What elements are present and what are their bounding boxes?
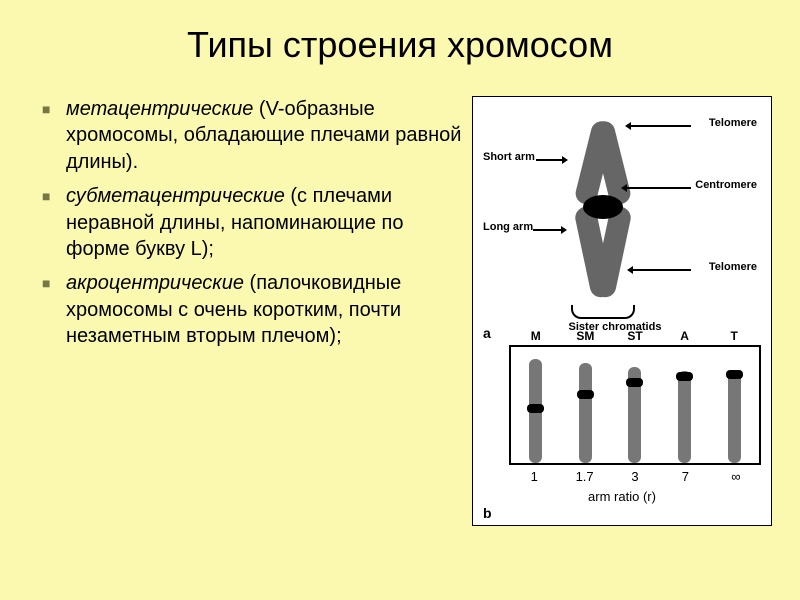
type-code: A	[660, 329, 710, 343]
axis-label: arm ratio (r)	[473, 489, 771, 504]
arrow-icon	[627, 187, 691, 189]
type-bar	[728, 373, 741, 463]
centromere-mark	[527, 404, 544, 413]
type-chart: M SM ST A T	[473, 337, 771, 527]
centromere-mark	[577, 390, 594, 399]
type-bar	[579, 363, 592, 463]
brace-icon	[571, 305, 635, 319]
type-cell: A	[660, 347, 710, 463]
ratio-row: 1 1.7 3 7 ∞	[509, 469, 761, 484]
arrow-icon	[536, 159, 562, 161]
type-cell: M	[511, 347, 561, 463]
arrow-icon	[633, 269, 691, 271]
ratio-value: 1.7	[559, 469, 609, 484]
type-code: T	[709, 329, 759, 343]
label-telomere-bottom: Telomere	[709, 261, 757, 273]
term: метацентрические	[66, 98, 253, 120]
label-short-arm: Short arm	[483, 151, 535, 163]
label-telomere-top: Telomere	[709, 117, 757, 129]
type-bar	[529, 359, 542, 463]
type-cell: T	[709, 347, 759, 463]
arrow-icon	[533, 229, 561, 231]
type-cell: ST	[610, 347, 660, 463]
type-row: M SM ST A T	[509, 345, 761, 465]
centromere-mark	[676, 372, 693, 381]
type-code: SM	[561, 329, 611, 343]
ratio-value: 1	[509, 469, 559, 484]
type-bar	[678, 371, 691, 463]
arrow-icon	[631, 125, 691, 127]
centromere-icon	[583, 195, 623, 219]
ratio-value: ∞	[711, 469, 761, 484]
centromere-mark	[726, 370, 743, 379]
type-code: ST	[610, 329, 660, 343]
bullet-list: метацентрические (V-образные хромосомы, …	[42, 96, 472, 526]
figure-panel: Telomere Short arm Centromere Long arm T…	[472, 96, 772, 526]
centromere-mark	[626, 378, 643, 387]
label-centromere: Centromere	[695, 179, 757, 191]
type-bar	[628, 367, 641, 463]
content-row: метацентрические (V-образные хромосомы, …	[0, 96, 800, 526]
ratio-value: 3	[610, 469, 660, 484]
type-code: M	[511, 329, 561, 343]
page-title: Типы строения хромосом	[0, 0, 800, 66]
panel-letter-b: b	[483, 505, 492, 521]
type-cell: SM	[561, 347, 611, 463]
term: субметацентрические	[66, 185, 285, 207]
label-long-arm: Long arm	[483, 221, 533, 233]
term: акроцентрические	[66, 272, 244, 294]
bullet-item: метацентрические (V-образные хромосомы, …	[42, 96, 462, 175]
chromosome-diagram: Telomere Short arm Centromere Long arm T…	[473, 97, 771, 337]
bullet-item: акроцентрические (палочковидные хромосом…	[42, 270, 462, 349]
bullet-item: субметацентрические (с плечами неравной …	[42, 183, 462, 262]
ratio-value: 7	[660, 469, 710, 484]
